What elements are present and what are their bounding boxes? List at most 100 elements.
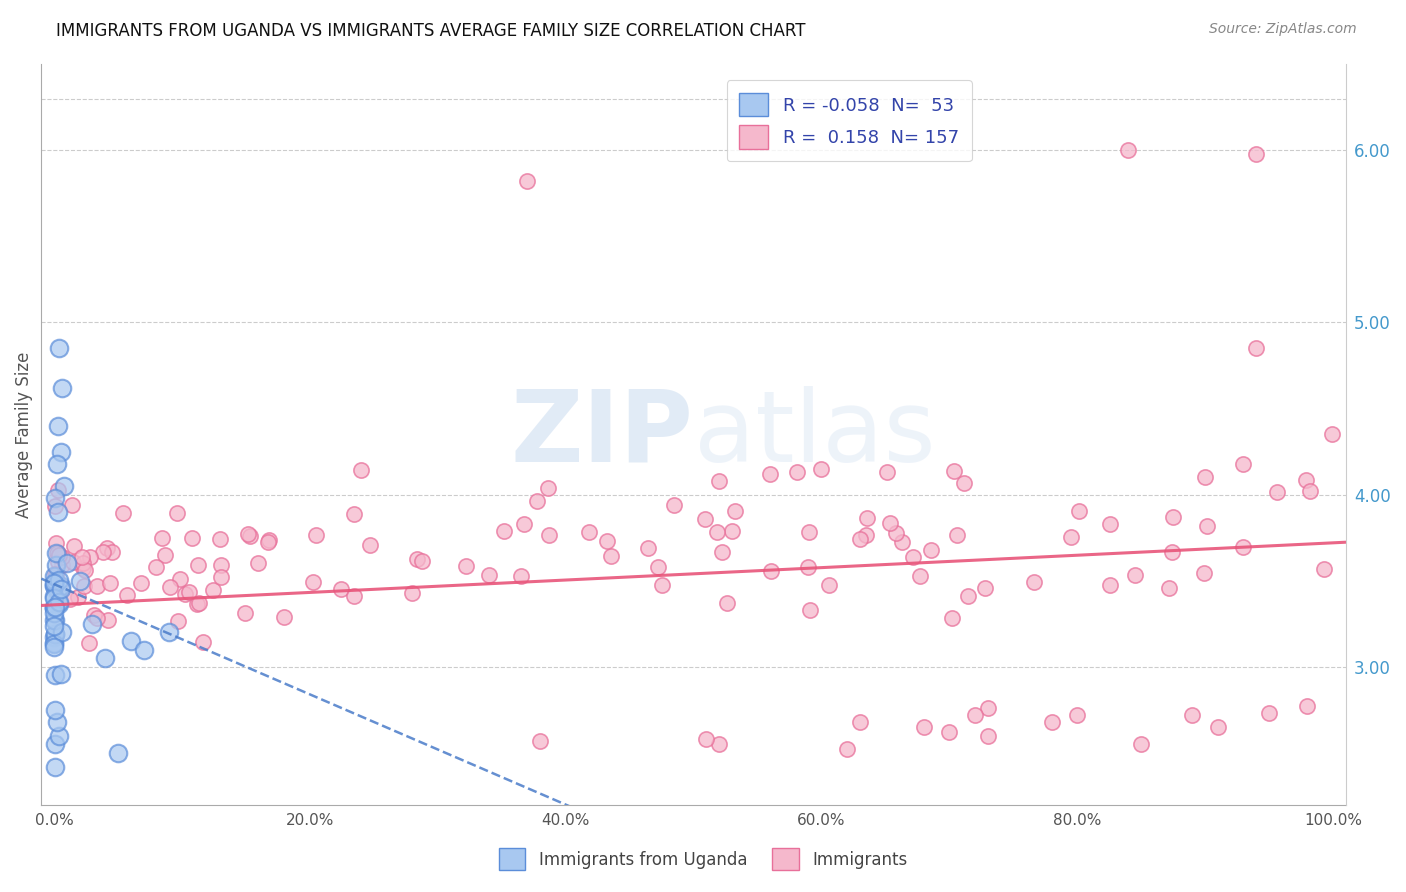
Point (1295, 473, 1317, 487)
Point (48, 597, 70, 611)
Point (86, 611, 108, 625)
Point (51, 381, 73, 395)
Point (187, 558, 209, 572)
Point (98, 576, 121, 591)
Point (818, 578, 841, 592)
Point (537, 528, 560, 542)
Point (96, 541, 118, 555)
Point (44, 491, 66, 505)
Point (169, 572, 191, 586)
Point (912, 720, 935, 734)
Point (45, 558, 67, 572)
Point (44, 601, 66, 615)
Point (238, 526, 260, 541)
Point (963, 708, 986, 723)
Point (48, 595, 70, 609)
Point (239, 529, 262, 543)
Point (49, 444, 72, 458)
Point (86, 579, 108, 593)
Point (44, 574, 66, 588)
Point (62, 556, 84, 570)
Legend: R = -0.058  N=  53, R =  0.158  N= 157: R = -0.058 N= 53, R = 0.158 N= 157 (727, 80, 972, 161)
Point (120, 634, 142, 648)
Point (246, 556, 269, 570)
Point (695, 732, 717, 747)
Point (596, 533, 619, 548)
Point (910, 568, 932, 582)
Point (1181, 708, 1204, 723)
Point (48, 729, 70, 743)
Point (855, 527, 877, 541)
Point (343, 589, 366, 603)
Y-axis label: Average Family Size: Average Family Size (15, 351, 32, 517)
Point (44, 627, 66, 641)
Point (49, 582, 72, 597)
Point (44, 636, 66, 650)
Point (941, 611, 963, 625)
Point (44, 579, 66, 593)
Point (187, 596, 209, 610)
Point (1066, 708, 1088, 723)
Point (44, 600, 66, 615)
Point (44, 606, 66, 620)
Point (44, 582, 66, 596)
Point (1123, 568, 1146, 582)
Point (44, 499, 66, 513)
Point (1232, 457, 1254, 471)
Point (1246, 341, 1268, 355)
Point (48, 576, 70, 591)
Point (45, 457, 67, 471)
Point (856, 511, 879, 525)
Point (1320, 427, 1343, 442)
Point (1313, 562, 1336, 576)
Point (710, 545, 733, 559)
Point (350, 463, 373, 477)
Point (529, 734, 551, 748)
Point (44, 569, 66, 583)
Point (759, 467, 782, 481)
Point (1067, 503, 1090, 517)
Point (1246, 146, 1268, 161)
Point (44, 568, 66, 582)
Point (976, 701, 998, 715)
Point (42, 578, 65, 592)
Point (273, 609, 295, 624)
Point (191, 635, 214, 649)
Point (157, 625, 180, 640)
Point (166, 506, 188, 520)
Point (73, 579, 96, 593)
Point (1130, 737, 1153, 751)
Point (153, 549, 176, 563)
Point (759, 564, 782, 578)
Point (492, 524, 515, 539)
Point (77, 636, 100, 650)
Point (721, 524, 744, 539)
Point (1060, 531, 1083, 545)
Point (695, 512, 717, 526)
Point (478, 568, 501, 582)
Point (1040, 714, 1063, 729)
Point (797, 525, 820, 540)
Point (83, 608, 105, 623)
Point (72, 557, 94, 571)
Point (49, 667, 72, 681)
Point (513, 517, 536, 532)
Point (44, 613, 66, 627)
Point (891, 534, 914, 549)
Point (786, 465, 808, 479)
Point (42, 630, 65, 644)
Point (938, 725, 960, 739)
Point (849, 714, 872, 729)
Point (150, 532, 173, 546)
Point (976, 729, 998, 743)
Point (647, 560, 669, 574)
Text: ZIP: ZIP (510, 386, 693, 483)
Point (401, 585, 423, 599)
Point (1161, 510, 1184, 524)
Point (97, 613, 120, 627)
Point (91, 545, 114, 559)
Point (44, 619, 66, 633)
Point (1098, 578, 1121, 592)
Point (79, 549, 101, 564)
Point (42, 591, 65, 605)
